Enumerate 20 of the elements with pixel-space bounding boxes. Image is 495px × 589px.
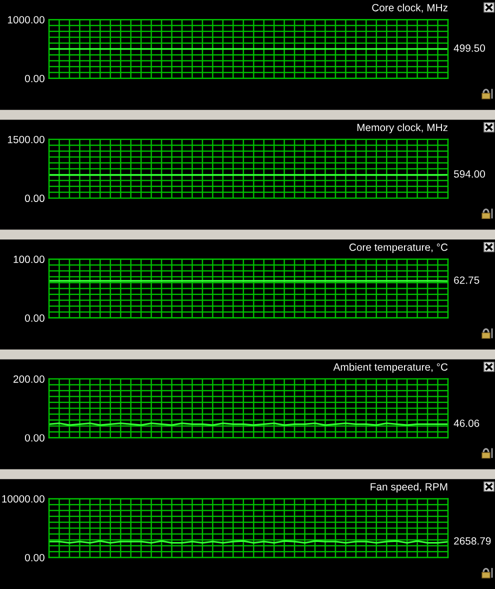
chart-title: Ambient temperature, °C — [333, 363, 448, 373]
data-label: 594.00 — [454, 170, 486, 178]
data-label: 499.50 — [454, 44, 486, 52]
y-tick-label: 0.00 — [24, 314, 44, 322]
y-tick-label: 0.00 — [24, 434, 44, 442]
data-label: 62.75 — [454, 276, 480, 284]
chart-title: Core clock, MHz — [372, 4, 448, 13]
y-tick-label: 100.00 — [14, 256, 44, 264]
y-tick-label: 0.00 — [24, 554, 44, 562]
y-tick-label: 0.00 — [24, 194, 44, 202]
chart-title: Core temperature, °C — [349, 244, 448, 253]
data-label: 46.06 — [454, 420, 480, 427]
y-tick-label: 200.00 — [14, 375, 44, 383]
chart-title: Memory clock, MHz — [357, 123, 448, 134]
data-label: 2658.79 — [454, 537, 491, 545]
y-tick-label: 1000.00 — [8, 16, 44, 24]
chart-title: Fan speed, RPM — [370, 482, 448, 493]
y-tick-label: 1500.00 — [8, 136, 44, 144]
y-tick-label: 10000.00 — [2, 495, 44, 503]
y-tick-label: 0.00 — [24, 74, 44, 82]
